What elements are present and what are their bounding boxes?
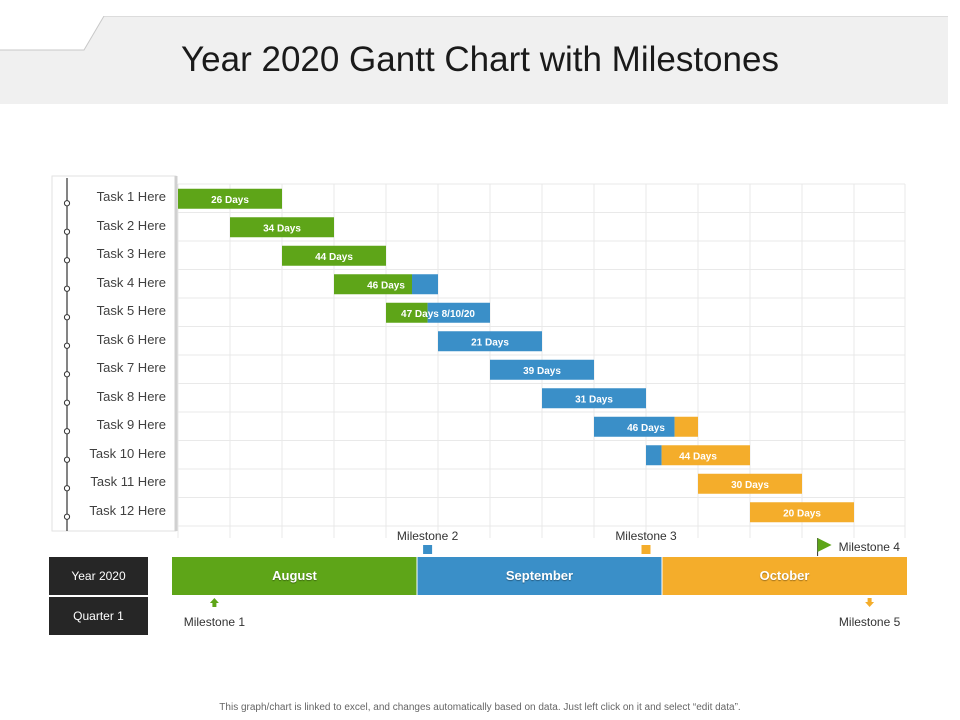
milestones — [209, 538, 875, 607]
task-bar-label: 44 Days — [315, 252, 353, 263]
timeline-node — [63, 456, 71, 463]
month-band — [172, 557, 907, 595]
task-bar-label: 46 Days — [627, 423, 665, 434]
task-bar-segment — [646, 445, 662, 466]
timeline-node — [63, 228, 71, 235]
task-label: Task 4 Here — [96, 274, 166, 290]
timeline-node — [63, 342, 71, 349]
page-title: Year 2020 Gantt Chart with Milestones — [181, 40, 779, 79]
task-bar-segment — [542, 388, 646, 409]
task-label: Task 12 Here — [89, 502, 166, 518]
task-label-panel — [51, 175, 177, 532]
task-bar-label: 31 Days — [575, 394, 613, 405]
task-bar-segment — [386, 302, 428, 323]
task-label: Task 11 Here — [90, 474, 166, 490]
task-bar-segment — [750, 502, 854, 523]
header-band — [0, 16, 948, 104]
month-label: August — [272, 568, 317, 583]
milestone-marker-square — [641, 545, 651, 554]
timeline-node — [63, 200, 71, 207]
timeline-node — [63, 371, 71, 378]
task-bar-segment — [698, 473, 802, 494]
task-bars: 26 Days 34 Days 44 Days 46 Days 47 Days 8/10… — [178, 188, 854, 523]
task-bar-segment — [594, 416, 675, 437]
timeline-node — [63, 513, 71, 520]
month-block — [417, 557, 662, 595]
task-label: Task 5 Here — [96, 303, 166, 319]
task-bar-segment — [178, 188, 282, 209]
task-bar-label: 34 Days — [263, 223, 301, 234]
quarter-box: Quarter 1 — [49, 597, 148, 635]
task-label: Task 9 Here — [96, 417, 166, 433]
milestone-label: Milestone 2 — [396, 529, 459, 543]
task-bar-segment — [438, 331, 542, 352]
task-bar-label: 21 Days — [471, 337, 509, 348]
task-label: Task 6 Here — [96, 331, 166, 347]
task-bar-label: 39 Days — [523, 366, 561, 377]
task-label: Task 8 Here — [96, 388, 166, 404]
timeline-node — [63, 285, 71, 292]
milestone-flag — [817, 538, 832, 552]
milestone-label: Milestone 3 — [615, 529, 677, 543]
task-bar-segment — [334, 274, 412, 295]
timeline-node — [63, 485, 71, 492]
timeline-node — [63, 399, 71, 406]
month-label: October — [759, 568, 810, 583]
task-bar-segment — [490, 359, 594, 380]
task-bar-segment — [674, 416, 698, 437]
task-bar-label: 46 Days — [367, 280, 405, 291]
task-label: Task 7 Here — [96, 360, 166, 376]
timeline-node — [63, 314, 71, 321]
task-bar-segment — [427, 302, 490, 323]
milestone-marker-arrow-up — [209, 598, 219, 607]
task-label: Task 3 Here — [96, 246, 166, 262]
month-block — [172, 557, 417, 595]
task-bar-segment — [230, 217, 334, 238]
timeline-node — [63, 428, 71, 435]
task-bar-label: 20 Days — [783, 508, 821, 519]
task-label: Task 10 Here — [89, 445, 166, 461]
milestone-label: Milestone 1 — [183, 615, 246, 629]
year-box: Year 2020 — [49, 557, 148, 595]
year-label: Year 2020 — [71, 569, 126, 583]
task-bar-label: 26 Days — [211, 195, 249, 206]
task-bar-segment — [661, 445, 750, 466]
task-bar-label: 44 Days — [679, 451, 717, 462]
task-label: Task 2 Here — [96, 217, 166, 233]
task-timeline — [51, 175, 178, 532]
task-bar-segment — [412, 274, 438, 295]
timeline-node — [63, 257, 71, 264]
month-block — [662, 557, 907, 595]
task-bar-segment — [282, 245, 386, 266]
milestone-label: Milestone 4 — [838, 540, 900, 554]
quarter-label: Quarter 1 — [73, 609, 124, 623]
milestone-label: Milestone 5 — [838, 615, 901, 629]
task-bar-label: 30 Days — [731, 480, 769, 491]
footer-note: This graph/chart is linked to excel, and… — [219, 702, 741, 713]
milestone-marker-arrow-down — [865, 598, 875, 607]
task-label: Task 1 Here — [96, 189, 166, 205]
milestone-marker-square — [423, 545, 433, 554]
month-label: September — [505, 568, 574, 583]
task-bar-label: 47 Days 8/10/20 — [401, 309, 475, 320]
